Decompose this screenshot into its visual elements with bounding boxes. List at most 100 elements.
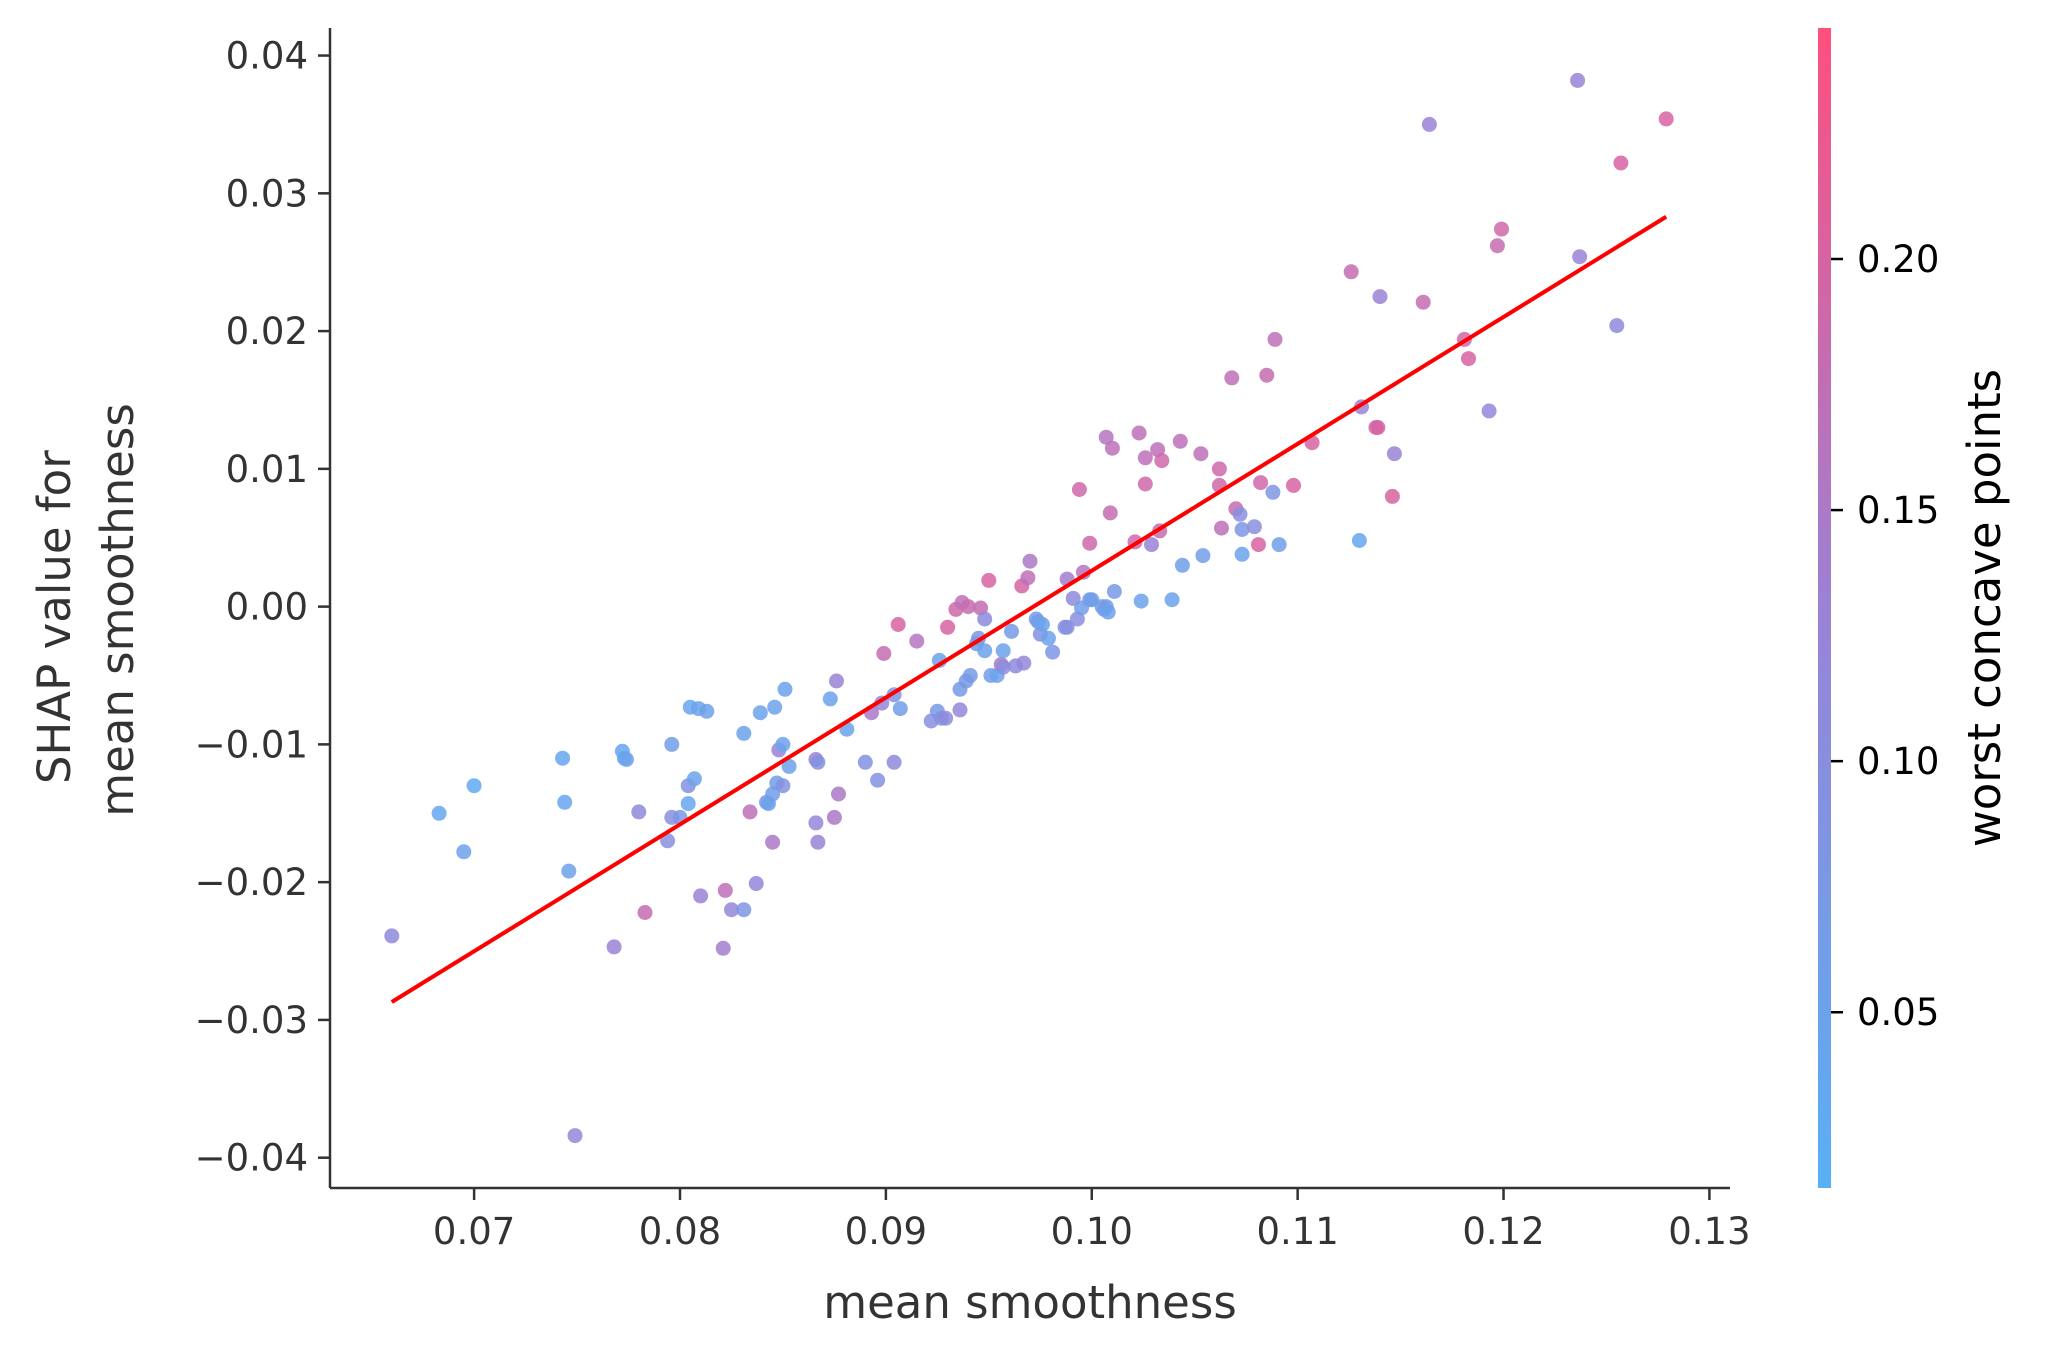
scatter-point bbox=[781, 758, 797, 774]
scatter-point bbox=[686, 771, 702, 787]
scatter-point bbox=[1137, 450, 1153, 466]
scatter-point bbox=[1164, 592, 1180, 608]
scatter-point bbox=[1251, 537, 1266, 553]
scatter-point bbox=[938, 710, 954, 726]
y-tick-label: −0.02 bbox=[195, 861, 308, 904]
scatter-point bbox=[555, 750, 571, 766]
scatter-point bbox=[384, 928, 400, 944]
scatter-point bbox=[995, 659, 1011, 675]
scatter-point bbox=[660, 833, 676, 849]
scatter-point bbox=[1041, 630, 1056, 646]
scatter-point bbox=[1461, 351, 1476, 367]
scatter-point bbox=[1384, 488, 1400, 504]
scatter-point bbox=[1071, 482, 1087, 497]
scatter-point bbox=[1343, 264, 1359, 280]
scatter-point bbox=[664, 736, 680, 752]
y-axis-ticks: −0.04 −0.03 −0.02 −0.01 0.00 0.01 0.02 0.03 0.04 bbox=[195, 35, 330, 1180]
scatter-point bbox=[736, 902, 752, 918]
y-tick-label: −0.01 bbox=[195, 723, 308, 766]
scatter-point bbox=[1259, 367, 1275, 383]
scatter-point bbox=[890, 617, 906, 632]
scatter-point bbox=[748, 876, 764, 891]
scatter-point bbox=[1494, 221, 1509, 237]
scatter-point bbox=[466, 778, 482, 794]
scatter-point bbox=[775, 778, 791, 794]
scatter-point bbox=[637, 905, 653, 920]
scatter-point bbox=[693, 888, 709, 904]
scatter-point bbox=[1034, 617, 1050, 632]
scatter-point bbox=[1370, 420, 1386, 435]
scatter-point bbox=[767, 699, 783, 715]
scatter-point bbox=[1415, 294, 1431, 310]
y-axis-label-line-2: mean smoothness bbox=[91, 403, 144, 817]
scatter-point bbox=[810, 754, 826, 770]
scatter-point bbox=[1609, 318, 1625, 334]
scatter-point bbox=[1246, 519, 1262, 535]
scatter-point bbox=[1144, 537, 1159, 553]
y-tick-label: −0.03 bbox=[195, 999, 308, 1042]
scatter-point bbox=[1137, 476, 1153, 492]
x-tick-label: 0.07 bbox=[433, 1210, 515, 1253]
x-axis-label: mean smoothness bbox=[823, 1276, 1237, 1329]
colorbar bbox=[1818, 28, 1831, 1188]
scatter-point bbox=[1234, 546, 1250, 562]
scatter-point bbox=[1016, 655, 1032, 671]
scatter-point bbox=[1481, 403, 1497, 419]
scatter-point bbox=[1572, 249, 1588, 265]
scatter-point bbox=[1232, 506, 1248, 522]
scatter-point bbox=[1286, 477, 1301, 493]
x-tick-label: 0.09 bbox=[845, 1210, 927, 1253]
scatter-point bbox=[777, 681, 793, 697]
x-tick-label: 0.08 bbox=[639, 1210, 721, 1253]
x-tick-label: 0.11 bbox=[1256, 1210, 1338, 1253]
scatter-point bbox=[1098, 429, 1114, 445]
scatter-point bbox=[1045, 644, 1061, 660]
scatter-point bbox=[857, 754, 873, 770]
scatter-point bbox=[977, 611, 993, 627]
scatter-point bbox=[977, 643, 993, 659]
scatter-point bbox=[826, 809, 842, 825]
scatter-point bbox=[775, 736, 791, 752]
scatter-point bbox=[1351, 533, 1367, 548]
scatter-point bbox=[724, 902, 739, 918]
x-tick-label: 0.12 bbox=[1462, 1210, 1544, 1253]
y-tick-label: 0.03 bbox=[226, 172, 308, 215]
scatter-point bbox=[717, 882, 733, 898]
scatter-point bbox=[1020, 570, 1036, 586]
scatter-point bbox=[1022, 553, 1038, 569]
y-tick-label: 0.00 bbox=[226, 586, 308, 629]
scatter-point bbox=[1193, 446, 1209, 462]
scatter-point bbox=[431, 805, 447, 821]
colorbar-tick-label: 0.05 bbox=[1857, 991, 1939, 1034]
scatter-point bbox=[829, 673, 844, 689]
scatter-point bbox=[606, 939, 622, 955]
scatter-point bbox=[909, 633, 925, 649]
scatter-point bbox=[742, 804, 758, 820]
scatter-point bbox=[892, 701, 908, 717]
scatter-point bbox=[456, 844, 472, 860]
scatter-point bbox=[561, 863, 577, 879]
y-tick-label: 0.04 bbox=[226, 35, 308, 78]
scatter-point bbox=[1172, 433, 1188, 449]
scatter-point bbox=[631, 804, 647, 820]
colorbar-label: worst concave points bbox=[1958, 369, 2011, 847]
y-axis-label-line-1: SHAP value for bbox=[28, 450, 81, 784]
y-tick-label: −0.04 bbox=[195, 1137, 308, 1180]
y-tick-label: 0.01 bbox=[226, 448, 308, 491]
scatter-point bbox=[1211, 461, 1227, 477]
scatter-point bbox=[699, 703, 715, 719]
scatter-point bbox=[1102, 505, 1118, 521]
scatter-point bbox=[1570, 72, 1586, 88]
scatter-point bbox=[876, 646, 892, 661]
scatter-point bbox=[557, 794, 573, 810]
scatter-point bbox=[1104, 440, 1120, 456]
scatter-point bbox=[952, 702, 968, 718]
scatter-point bbox=[810, 834, 826, 850]
scatter-point bbox=[1372, 289, 1388, 305]
scatter-point bbox=[1131, 425, 1147, 441]
y-tick-label: 0.02 bbox=[226, 310, 308, 353]
scatter-point bbox=[870, 772, 886, 788]
colorbar-tick-label: 0.20 bbox=[1857, 238, 1939, 281]
scatter-point bbox=[995, 643, 1011, 659]
